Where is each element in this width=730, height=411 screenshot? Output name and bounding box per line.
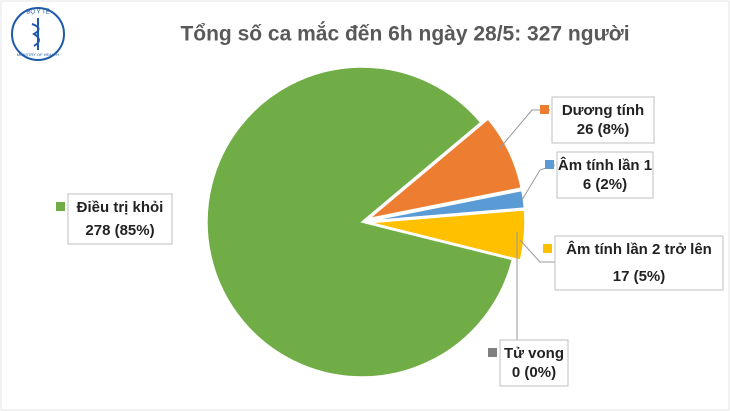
value-label: 0 (0%) xyxy=(512,364,556,381)
value-label: 17 (5%) xyxy=(613,268,666,285)
label-box xyxy=(554,235,724,291)
label-box xyxy=(556,151,654,199)
leader-line xyxy=(519,239,555,263)
label-box xyxy=(551,96,655,144)
logo-bottom: MINISTRY OF HEALTH xyxy=(17,52,59,57)
value-label: 278 (85%) xyxy=(85,222,154,239)
category-label: Dương tính xyxy=(562,102,644,119)
logo: BỘ Y TẾ MINISTRY OF HEALTH xyxy=(11,7,65,61)
pie-slice xyxy=(368,117,523,220)
legend-swatch xyxy=(540,105,549,114)
label-box xyxy=(67,193,173,245)
value-label: 6 (2%) xyxy=(583,176,627,193)
category-label: Âm tính lần 2 trở lên xyxy=(566,240,712,258)
value-label: 26 (8%) xyxy=(577,121,630,138)
legend-swatch xyxy=(545,160,554,169)
chart-title: Tổng số ca mắc đến 6h ngày 28/5: 327 ngư… xyxy=(180,22,629,46)
pie-slice xyxy=(206,66,514,378)
pie-slice xyxy=(369,209,526,262)
logo-snake xyxy=(31,23,40,47)
label-box xyxy=(499,339,569,387)
legend-swatch xyxy=(56,202,65,211)
logo-top: BỘ Y TẾ xyxy=(26,9,49,16)
category-label: Điều trị khỏi xyxy=(77,199,164,216)
category-label: Tử vong xyxy=(504,345,564,362)
legend-swatch xyxy=(488,348,497,357)
legend-swatch xyxy=(543,244,552,253)
category-label: Âm tính lần 1 xyxy=(558,156,652,174)
pie-slice xyxy=(369,223,521,263)
pie-slice xyxy=(369,189,526,222)
